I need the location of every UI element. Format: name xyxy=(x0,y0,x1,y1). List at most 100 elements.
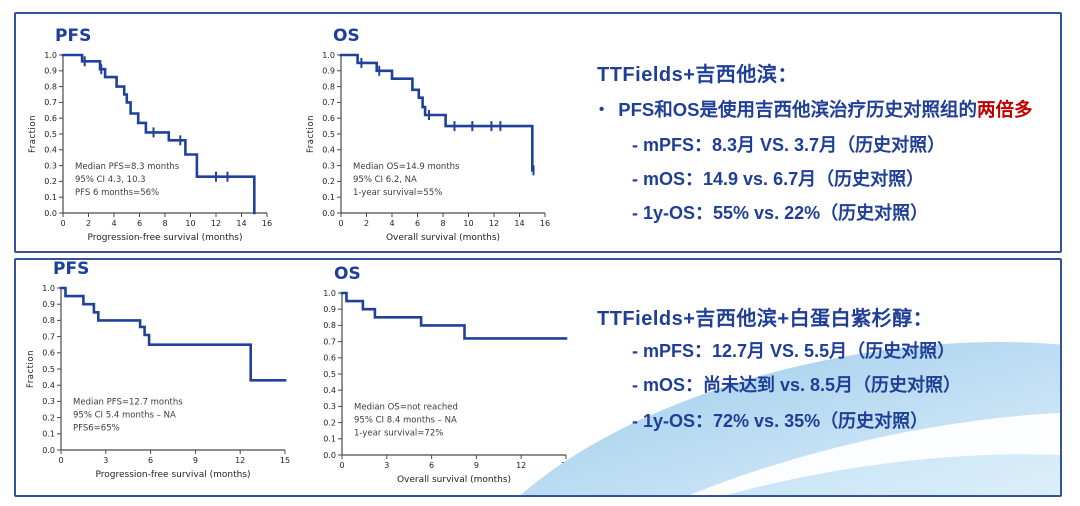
y-tick-label: 0.4 xyxy=(44,146,57,155)
y-tick-label: 0.4 xyxy=(322,146,335,155)
y-tick-label: 0.2 xyxy=(42,413,55,422)
bullet-highlight: 两倍多 xyxy=(976,99,1033,120)
y-tick-label: 0.0 xyxy=(322,209,335,218)
summary-item-1y-os: - 1y-OS：55% vs. 22%（历史对照） xyxy=(632,203,929,223)
x-tick-label: 6 xyxy=(148,456,153,465)
y-tick-label: 0.2 xyxy=(322,177,335,186)
chart-annotation-line: 1-year survival=55% xyxy=(353,188,442,198)
x-tick-label: 2 xyxy=(86,219,91,228)
chart-annotation-line: Median PFS=12.7 months xyxy=(73,398,183,408)
summary-item-mpfs: - mPFS：12.7月 VS. 5.5月（历史对照） xyxy=(632,341,956,361)
x-tick-label: 10 xyxy=(463,219,473,228)
y-tick-label: 0.8 xyxy=(322,82,335,91)
summary-item-1y-os: - 1y-OS：72% vs. 35%（历史对照） xyxy=(632,411,929,431)
x-axis-label: Progression-free survival (months) xyxy=(87,233,242,243)
km-plot: PFS 0.0 0.1 0.2 0.3 0.4 0.5 0.6 0.7 0.8 0.9 1.0 0 2 4 6… xyxy=(28,26,272,243)
x-tick-label: 3 xyxy=(103,456,108,465)
panel-ttfields-gemcitabine: PFS 0.0 0.1 0.2 0.3 0.4 0.5 0.6 0.7 0.8 0.9 1.0 0 2 4 6… xyxy=(14,12,1062,253)
km-chart-os-ttfields-gem-nab: OS 0.0 0.1 0.2 0.3 0.4 0.5 0.6 0.7 0.8 0.9 1.0 0 3 6 9 1… xyxy=(304,263,578,506)
x-tick-label: 6 xyxy=(429,461,434,470)
km-plot: OS 0.0 0.1 0.2 0.3 0.4 0.5 0.6 0.7 0.8 0.9 1.0 0 3 6 9 1… xyxy=(323,264,571,485)
y-tick-label: 0.7 xyxy=(44,98,57,107)
x-tick-label: 6 xyxy=(137,219,142,228)
km-plot: PFS 0.0 0.1 0.2 0.3 0.4 0.5 0.6 0.7 0.8 0.9 1.0 0 3 6 9… xyxy=(26,259,290,480)
y-axis-label: Fraction xyxy=(26,350,36,388)
summary-item-mos: - mOS：14.9 vs. 6.7月（历史对照） xyxy=(632,169,925,189)
y-axis-label: Fraction xyxy=(28,115,38,153)
x-tick-label: 0 xyxy=(60,219,65,228)
km-chart-pfs-ttfields-gem-nab: PFS 0.0 0.1 0.2 0.3 0.4 0.5 0.6 0.7 0.8 0.9 1.0 0 3 6 9… xyxy=(23,258,297,501)
y-tick-label: 0.5 xyxy=(42,365,55,374)
y-tick-label: 0.1 xyxy=(44,193,57,202)
y-tick-label: 0.6 xyxy=(44,114,57,123)
x-tick-label: 3 xyxy=(384,461,389,470)
y-tick-label: 0.6 xyxy=(322,114,335,123)
x-tick-label: 12 xyxy=(489,219,499,228)
y-tick-label: 0.4 xyxy=(323,386,336,395)
y-tick-label: 0.5 xyxy=(322,130,335,139)
km-chart-pfs-ttfields-gem: PFS 0.0 0.1 0.2 0.3 0.4 0.5 0.6 0.7 0.8 0.9 1.0 0 2 4 6… xyxy=(25,25,279,264)
x-tick-label: 0 xyxy=(338,219,343,228)
y-tick-label: 0.5 xyxy=(44,130,57,139)
x-tick-label: 8 xyxy=(162,219,167,228)
chart-title: PFS xyxy=(53,259,89,279)
y-tick-label: 1.0 xyxy=(323,289,336,298)
chart-annotation-line: Median OS=not reached xyxy=(354,403,458,413)
x-tick-label: 15 xyxy=(280,456,290,465)
summary-heading: TTFields+吉西他滨+白蛋白紫杉醇： xyxy=(597,308,934,330)
x-tick-label: 16 xyxy=(262,219,272,228)
chart-title: OS xyxy=(333,26,360,46)
y-tick-label: 0.3 xyxy=(44,161,57,170)
bullet-icon: • xyxy=(599,101,605,118)
y-tick-label: 0.3 xyxy=(322,161,335,170)
y-tick-label: 0.9 xyxy=(42,300,55,309)
y-tick-label: 0.2 xyxy=(44,177,57,186)
chart-annotation-line: PFS6=65% xyxy=(73,424,120,434)
x-tick-label: 12 xyxy=(211,219,221,228)
y-tick-label: 0.7 xyxy=(42,332,55,341)
chart-annotation-line: Median OS=14.9 months xyxy=(353,162,460,172)
chart-annotation-line: 95% CI 8.4 months – NA xyxy=(354,416,457,426)
y-tick-label: 0.8 xyxy=(44,82,57,91)
y-tick-label: 0.1 xyxy=(323,435,336,444)
y-tick-label: 1.0 xyxy=(42,284,55,293)
y-tick-label: 0.1 xyxy=(42,430,55,439)
summary-bullet: • PFS和OS是使用吉西他滨治疗历史对照组的两倍多 xyxy=(599,96,1033,122)
x-tick-label: 4 xyxy=(389,219,394,228)
x-tick-label: 6 xyxy=(415,219,420,228)
x-tick-label: 0 xyxy=(58,456,63,465)
x-axis-label: Overall survival (months) xyxy=(397,475,511,485)
x-tick-label: 9 xyxy=(474,461,479,470)
km-curve xyxy=(340,291,568,340)
y-tick-label: 0.3 xyxy=(42,397,55,406)
x-tick-label: 14 xyxy=(236,219,246,228)
y-tick-label: 0.9 xyxy=(44,67,57,76)
y-tick-label: 0.0 xyxy=(42,446,55,455)
x-tick-label: 14 xyxy=(514,219,524,228)
y-tick-label: 1.0 xyxy=(322,51,335,60)
y-axis-label: Fraction xyxy=(306,115,316,153)
summary-item-mpfs: - mPFS：8.3月 VS. 3.7月（历史对照） xyxy=(632,135,946,155)
x-tick-label: 16 xyxy=(540,219,550,228)
y-tick-label: 0.7 xyxy=(322,98,335,107)
km-curve xyxy=(59,286,287,382)
y-tick-label: 0.5 xyxy=(323,370,336,379)
x-tick-label: 0 xyxy=(339,461,344,470)
panel-ttfields-gem-nabpaclitaxel: PFS 0.0 0.1 0.2 0.3 0.4 0.5 0.6 0.7 0.8 0.9 1.0 0 3 6 9… xyxy=(14,258,1062,497)
summary-heading: TTFields+吉西他滨： xyxy=(597,64,798,86)
x-tick-label: 8 xyxy=(440,219,445,228)
y-tick-label: 0.0 xyxy=(323,451,336,460)
x-tick-label: 10 xyxy=(185,219,195,228)
chart-annotation-line: Median PFS=8.3 months xyxy=(75,162,180,172)
y-tick-label: 0.8 xyxy=(42,316,55,325)
chart-title: PFS xyxy=(55,26,91,46)
chart-annotation-line: PFS 6 months=56% xyxy=(75,188,159,198)
x-axis-label: Overall survival (months) xyxy=(386,233,500,243)
chart-annotation-line: 95% CI 4.3, 10.3 xyxy=(75,175,146,185)
y-tick-label: 1.0 xyxy=(44,51,57,60)
chart-annotation-line: 1-year survival=72% xyxy=(354,429,443,439)
km-plot: OS 0.0 0.1 0.2 0.3 0.4 0.5 0.6 0.7 0.8 0.9 1.0 0 2 4 6 8… xyxy=(306,26,550,243)
chart-annotation-line: 95% CI 6.2, NA xyxy=(353,175,417,185)
y-tick-label: 0.0 xyxy=(44,209,57,218)
y-tick-label: 0.3 xyxy=(323,402,336,411)
